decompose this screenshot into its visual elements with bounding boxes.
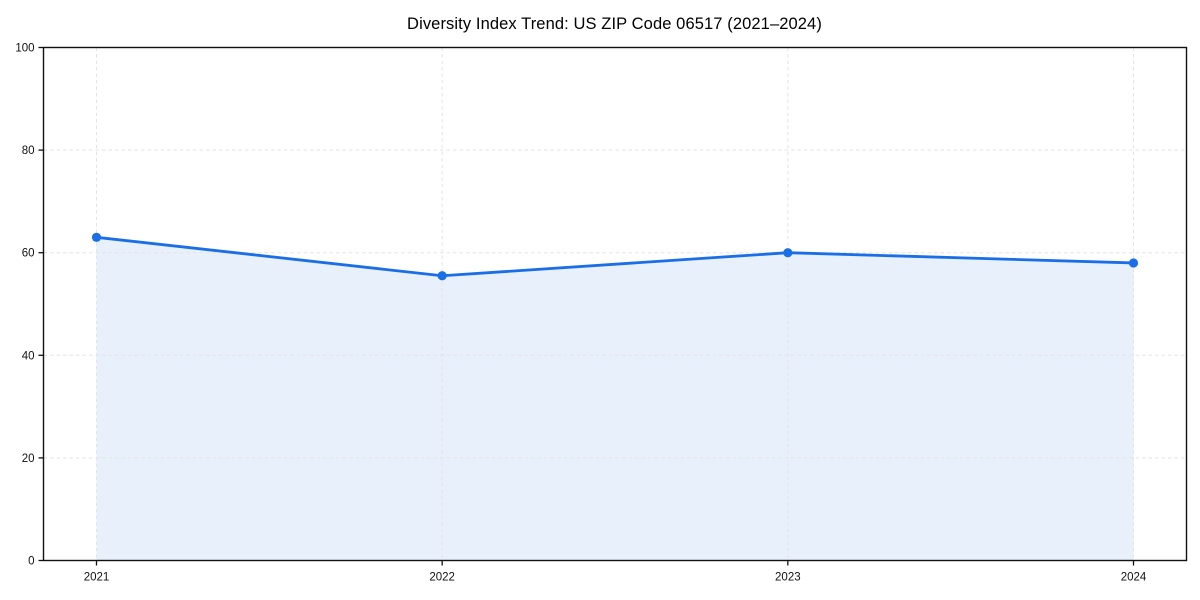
y-tick-label: 100 bbox=[15, 43, 34, 55]
y-tick-label: 40 bbox=[22, 350, 35, 362]
data-point bbox=[783, 248, 793, 258]
y-tick-label: 60 bbox=[22, 248, 35, 260]
x-tick-label: 2021 bbox=[84, 572, 110, 584]
x-tick-label: 2024 bbox=[1121, 572, 1147, 584]
y-tick-label: 20 bbox=[22, 453, 35, 465]
chart-title: Diversity Index Trend: US ZIP Code 06517… bbox=[407, 15, 822, 33]
tick-labels-layer: 0 20 40 60 80 100 2021 2022 2023 2024 bbox=[15, 43, 1147, 584]
area-fill bbox=[96, 237, 1134, 561]
x-tick-label: 2023 bbox=[775, 572, 801, 584]
x-tick-label: 2022 bbox=[429, 572, 455, 584]
data-points-layer bbox=[91, 232, 1139, 281]
trend-line bbox=[95, 235, 1135, 278]
area-fill-layer bbox=[96, 237, 1134, 561]
trend-line-layer bbox=[95, 235, 1135, 278]
data-point bbox=[91, 232, 102, 242]
y-tick-label: 80 bbox=[22, 145, 35, 157]
data-point bbox=[437, 271, 447, 281]
plot-frame bbox=[42, 46, 1188, 562]
axes-layer bbox=[38, 46, 1188, 566]
y-tick-label: 0 bbox=[28, 556, 34, 568]
data-point bbox=[1128, 258, 1139, 268]
